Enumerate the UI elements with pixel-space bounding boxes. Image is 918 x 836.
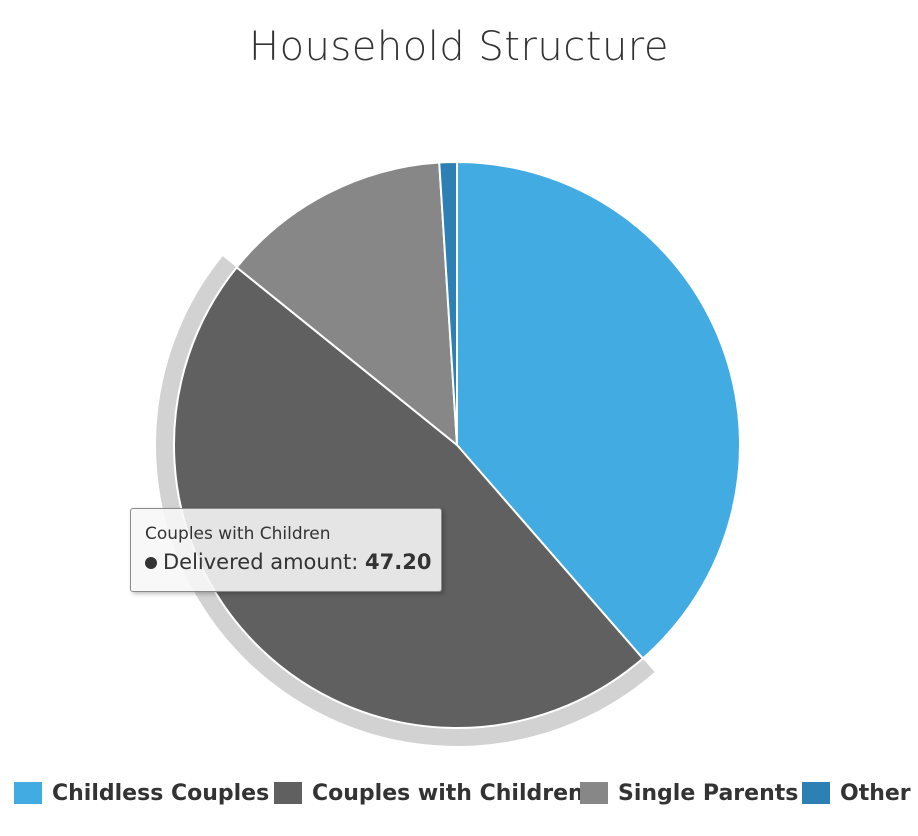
legend-label: Single Parents: [618, 780, 799, 806]
tooltip-bullet-icon: [145, 557, 157, 569]
slice-couples-with-children[interactable]: [173, 266, 644, 729]
tooltip-value: 47.20: [365, 550, 432, 574]
slice-childless-couples[interactable]: [456, 161, 741, 660]
legend-label: Couples with Children: [312, 780, 584, 806]
tooltip-header: Couples with Children: [145, 524, 331, 544]
legend-item-other[interactable]: Other: [802, 775, 911, 811]
tooltip-row: Delivered amount: 47.20: [145, 548, 431, 576]
slice-single-parents[interactable]: [235, 161, 458, 446]
slice-other[interactable]: [438, 161, 458, 446]
legend-item-couples-with-children[interactable]: Couples with Children: [274, 775, 584, 811]
legend-swatch: [274, 782, 302, 804]
highlight-halo: [156, 256, 655, 746]
tooltip-series-label: Delivered amount:: [163, 550, 359, 574]
legend: Childless Couples Couples with Children …: [0, 775, 918, 811]
legend-label: Other: [840, 780, 911, 806]
legend-item-single-parents[interactable]: Single Parents: [580, 775, 798, 811]
legend-swatch: [580, 782, 608, 804]
legend-item-childless-couples[interactable]: Childless Couples: [14, 775, 269, 811]
legend-swatch: [802, 782, 830, 804]
legend-swatch: [14, 782, 42, 804]
chart-title: Household Structure: [249, 24, 669, 70]
tooltip: Couples with Children Delivered amount: …: [130, 508, 442, 592]
legend-label: Childless Couples: [52, 780, 270, 806]
